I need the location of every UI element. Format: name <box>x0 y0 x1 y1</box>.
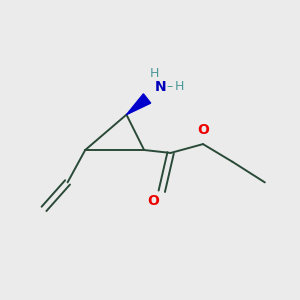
Text: –: – <box>166 80 172 93</box>
Text: H: H <box>150 67 159 80</box>
Text: H: H <box>175 80 184 93</box>
Text: O: O <box>147 194 159 208</box>
Polygon shape <box>126 94 151 115</box>
Text: N: N <box>154 80 166 94</box>
Text: O: O <box>197 123 209 137</box>
